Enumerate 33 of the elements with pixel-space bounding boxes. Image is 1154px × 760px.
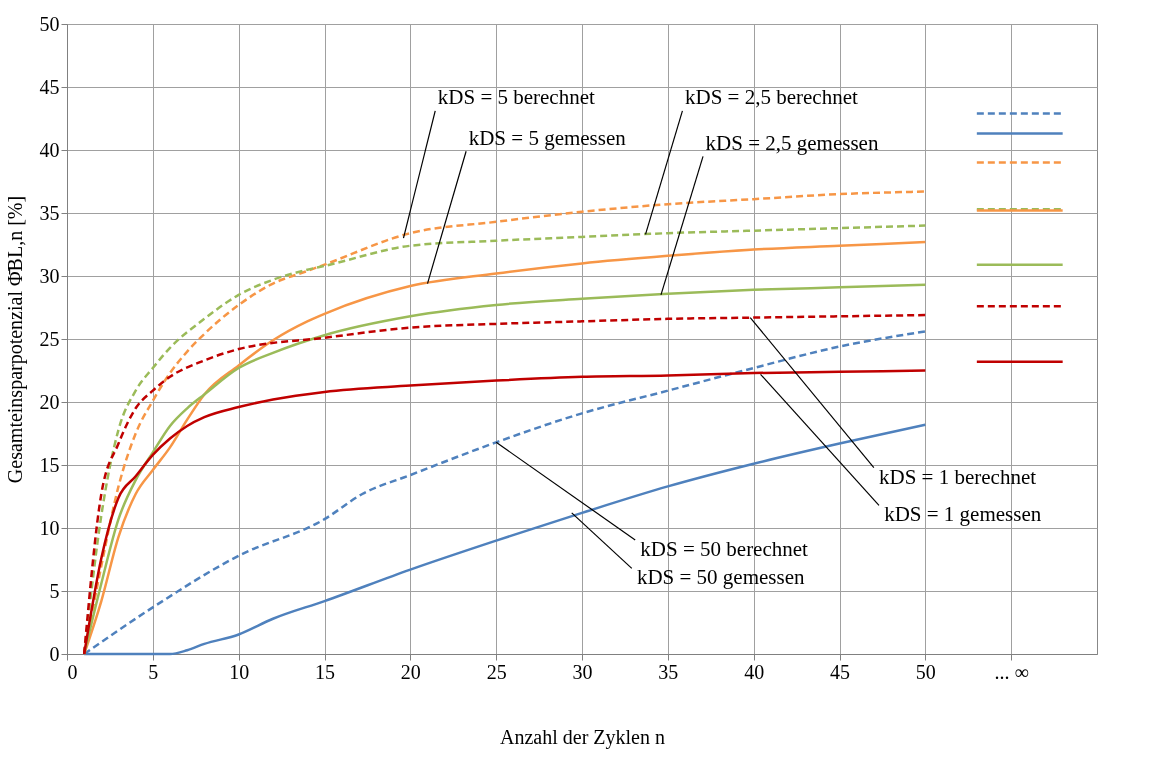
annotation: kDS = 2,5 gemessen [705,130,879,155]
annotation: kDS = 2,5 berechnet [685,85,858,110]
x-tick-label: 25 [486,660,507,683]
y-tick-label: 20 [39,390,60,413]
y-tick-label: 40 [39,138,60,161]
x-tick-label: ... ∞ [994,660,1029,683]
y-tick-label: 10 [39,516,60,539]
annotation: kDS = 1 berechnet [878,464,1037,489]
x-tick-label: 5 [148,660,159,683]
annotation: kDS = 5 berechnet [437,85,596,110]
annotation: kDS = 50 gemessen [636,565,806,590]
y-tick-label: 25 [39,327,60,350]
x-tick-label: 40 [744,660,765,683]
annotation: kDS = 5 gemessen [468,125,627,150]
x-tick-label: 0 [67,660,78,683]
y-tick-label: 15 [39,453,60,476]
x-axis-title: Anzahl der Zyklen n [500,725,665,749]
annotation: kDS = 50 berechnet [640,537,809,562]
x-tick-label: 15 [315,660,335,683]
y-tick-label: 0 [49,642,60,665]
annotation: kDS = 1 gemessen [884,502,1042,527]
y-tick-label: 30 [39,264,60,287]
x-tick-label: 50 [915,660,936,683]
y-axis-title: Gesamteinsparpotenzial Φ̄BL,n [%] [3,195,27,484]
x-tick-label: 45 [830,660,850,683]
y-tick-label: 35 [39,201,60,224]
x-tick-label: 10 [229,660,250,683]
y-tick-label: 45 [39,75,60,98]
x-tick-label: 30 [572,660,593,683]
x-tick-label: 20 [400,660,421,683]
x-tick-label: 35 [658,660,679,683]
y-tick-label: 5 [49,579,60,602]
y-tick-label: 50 [39,12,60,35]
